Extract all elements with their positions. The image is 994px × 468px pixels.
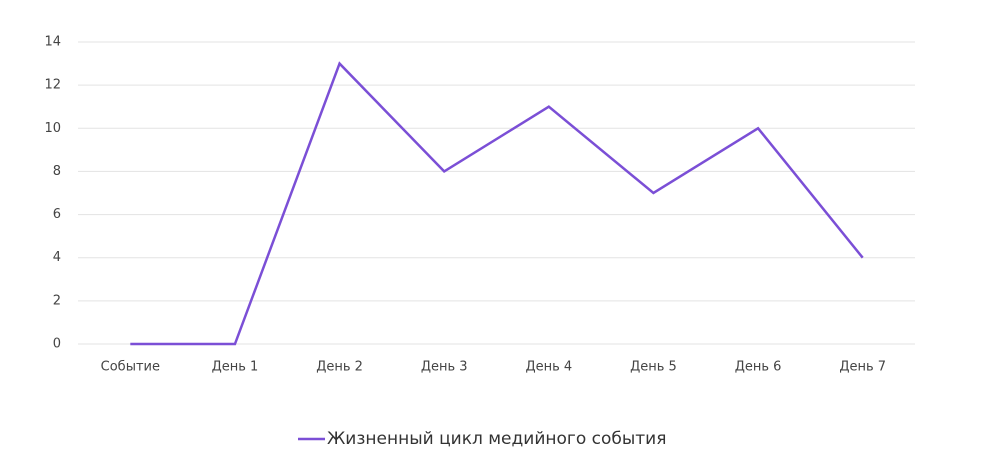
x-tick-label: День 6 xyxy=(735,360,782,375)
y-tick-label: 10 xyxy=(44,121,61,136)
y-tick-label: 6 xyxy=(53,207,61,222)
y-tick-label: 0 xyxy=(53,337,61,352)
x-tick-label: День 7 xyxy=(839,360,886,375)
x-tick-label: День 4 xyxy=(525,360,572,375)
x-tick-label: День 1 xyxy=(212,360,259,375)
x-tick-label: День 3 xyxy=(421,360,468,375)
x-tick-label: День 5 xyxy=(630,360,677,375)
y-tick-label: 4 xyxy=(53,250,61,265)
y-tick-label: 2 xyxy=(53,293,61,308)
y-tick-label: 8 xyxy=(53,164,61,179)
x-tick-label: День 2 xyxy=(316,360,363,375)
y-tick-label: 12 xyxy=(44,78,61,93)
y-tick-label: 14 xyxy=(44,35,61,50)
x-tick-label: Событие xyxy=(101,360,160,375)
legend-label: Жизненный цикл медийного события xyxy=(327,429,666,449)
series-line xyxy=(130,61,864,346)
